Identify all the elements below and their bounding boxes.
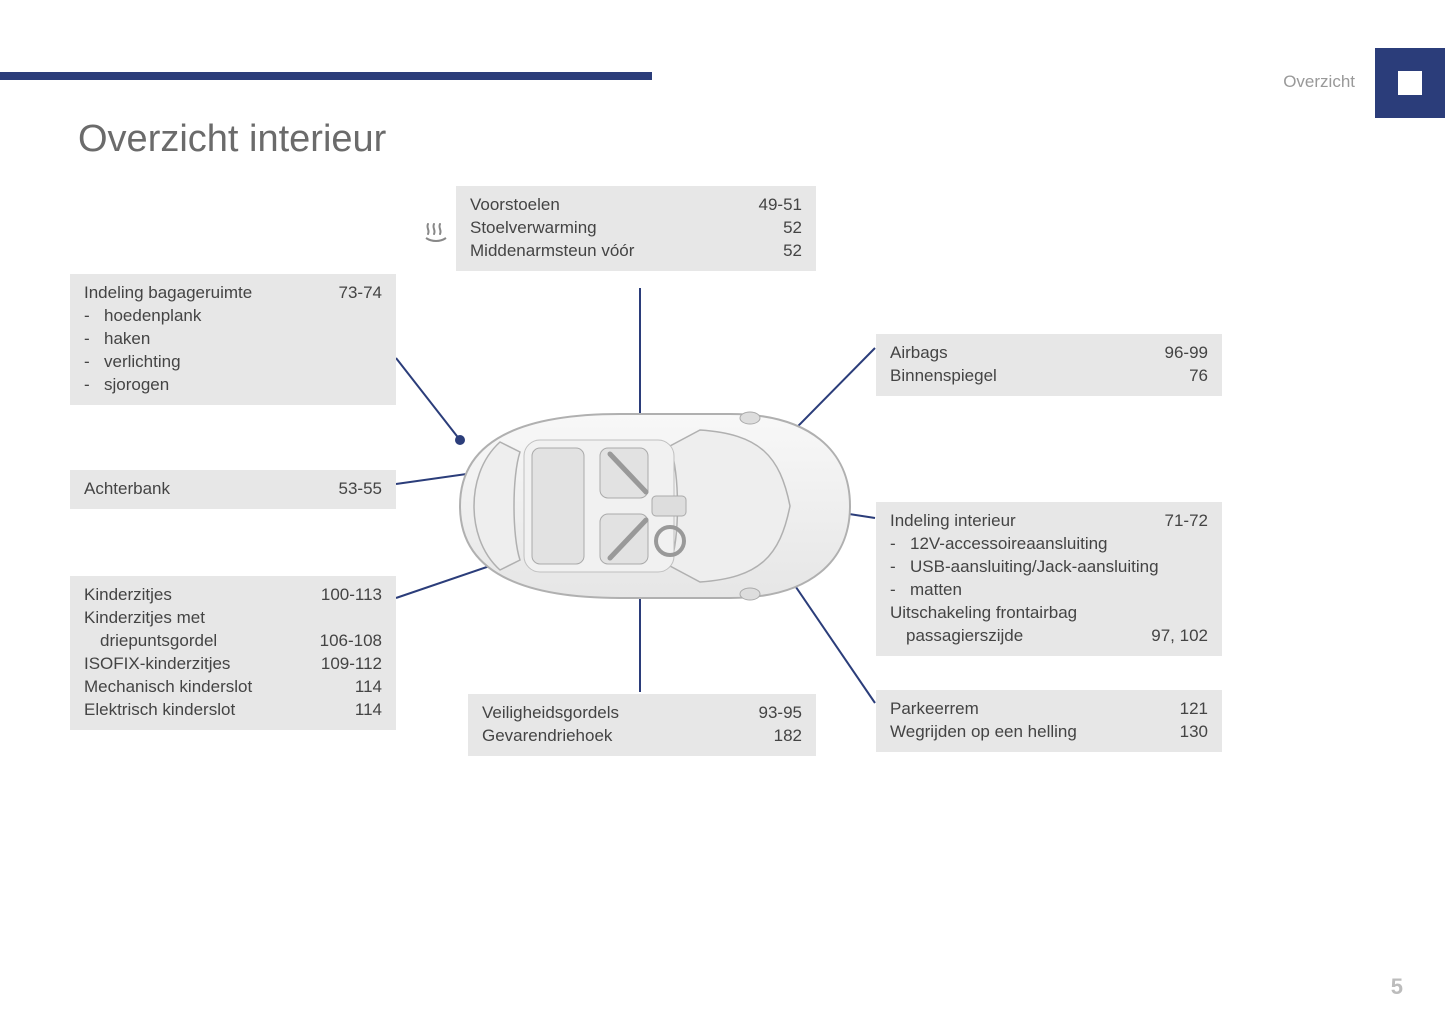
pages: 97, 102 — [1151, 625, 1208, 648]
pages: 73-74 — [339, 282, 382, 305]
sub-item: haken — [84, 328, 382, 351]
section-label: Overzicht — [1283, 72, 1355, 92]
pages: 93-95 — [759, 702, 802, 725]
label: Indeling interieur — [890, 510, 1016, 533]
pages: 100-113 — [321, 584, 382, 607]
callout-interior-layout: Indeling interieur 71-72 12V-accessoireaa… — [876, 502, 1222, 656]
label: Indeling bagageruimte — [84, 282, 252, 305]
pages: 71-72 — [1165, 510, 1208, 533]
pages: 52 — [783, 217, 802, 240]
pages: 49-51 — [759, 194, 802, 217]
label: Veiligheidsgordels — [482, 702, 619, 725]
callout-child-seats: Kinderzitjes 100-113 Kinderzitjes met dri… — [70, 576, 396, 730]
label: Voorstoelen — [470, 194, 560, 217]
label: Achterbank — [84, 478, 170, 501]
label: Stoelverwarming — [470, 217, 597, 240]
pages: 106-108 — [320, 630, 382, 653]
pages: 182 — [774, 725, 802, 748]
pages: 114 — [355, 676, 382, 699]
sub-item: verlichting — [84, 351, 382, 374]
label: passagierszijde — [890, 625, 1023, 648]
label: Mechanisch kinderslot — [84, 676, 252, 699]
pages: 121 — [1180, 698, 1208, 721]
pages: 52 — [783, 240, 802, 263]
header-tab-square — [1398, 71, 1422, 95]
pages: 130 — [1180, 721, 1208, 744]
pages: 53-55 — [339, 478, 382, 501]
page-number: 5 — [1391, 974, 1403, 1000]
callout-belts: Veiligheidsgordels 93-95 Gevarendriehoek 1… — [468, 694, 816, 756]
label: Binnenspiegel — [890, 365, 997, 388]
callout-luggage: Indeling bagageruimte 73-74 hoedenplank h… — [70, 274, 396, 405]
callout-parking: Parkeerrem 121 Wegrijden op een helling 13… — [876, 690, 1222, 752]
pages: 109-112 — [321, 653, 382, 676]
label: Elektrisch kinderslot — [84, 699, 235, 722]
label: Middenarmsteun vóór — [470, 240, 634, 263]
label: Airbags — [890, 342, 948, 365]
label: Parkeerrem — [890, 698, 979, 721]
sub-item: matten — [890, 579, 1208, 602]
label: Uitschakeling frontairbag — [890, 602, 1077, 625]
callout-rear-seat: Achterbank 53-55 — [70, 470, 396, 509]
label: Gevarendriehoek — [482, 725, 612, 748]
pages: 114 — [355, 699, 382, 722]
pages: 76 — [1189, 365, 1208, 388]
header-tab-marker — [1375, 48, 1445, 118]
header-accent-bar — [0, 72, 652, 80]
label: Kinderzitjes — [84, 584, 172, 607]
label: driepuntsgordel — [84, 630, 217, 653]
sub-item: USB-aansluiting/Jack-aansluiting — [890, 556, 1208, 579]
label: Wegrijden op een helling — [890, 721, 1077, 744]
callout-airbags: Airbags 96-99 Binnenspiegel 76 — [876, 334, 1222, 396]
pages: 96-99 — [1165, 342, 1208, 365]
page-title: Overzicht interieur — [78, 118, 386, 161]
car-top-view-illustration — [420, 396, 860, 616]
label: ISOFIX-kinderzitjes — [84, 653, 230, 676]
sub-item: 12V-accessoireaansluiting — [890, 533, 1208, 556]
callout-front-seats: Voorstoelen 49-51 Stoelverwarming 52 Midde… — [456, 186, 816, 271]
seat-heating-icon — [424, 222, 448, 249]
label: Kinderzitjes met — [84, 607, 205, 630]
sub-item: sjorogen — [84, 374, 382, 397]
sub-item: hoedenplank — [84, 305, 382, 328]
